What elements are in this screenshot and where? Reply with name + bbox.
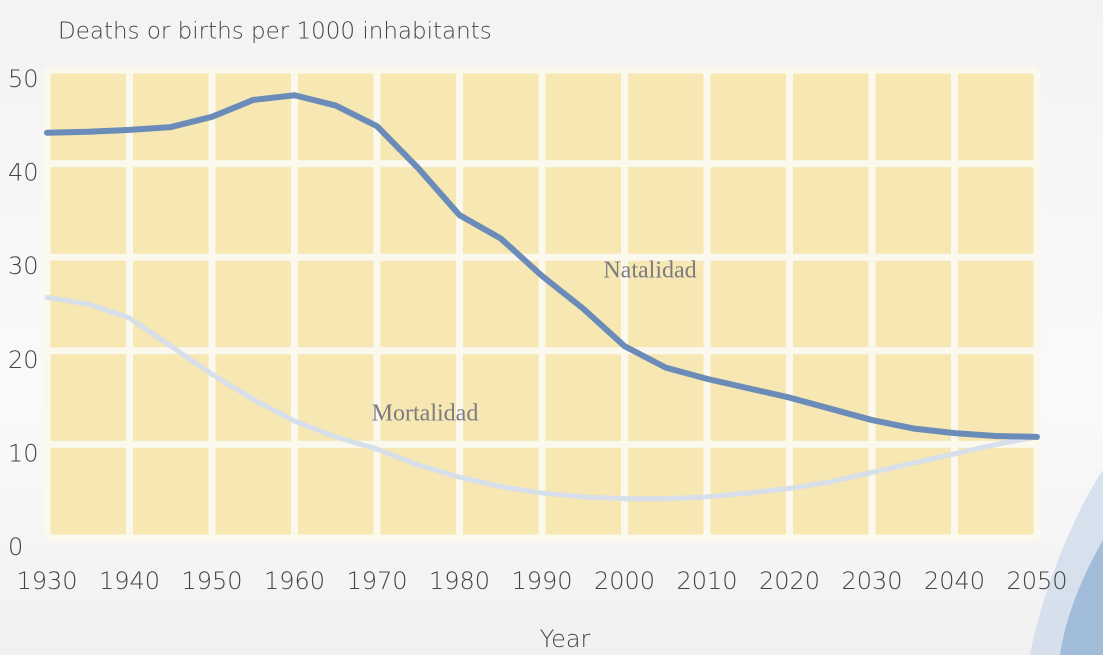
x-tick-label: 1950 — [181, 567, 242, 595]
x-tick-label: 1960 — [264, 567, 325, 595]
x-tick-label: 1940 — [99, 567, 160, 595]
x-tick-label: 1990 — [511, 567, 572, 595]
decor-swoosh — [1060, 540, 1103, 655]
x-tick-label: 2000 — [594, 567, 655, 595]
y-tick-label: 40 — [8, 159, 39, 187]
x-tick-label: 1970 — [346, 567, 407, 595]
y-tick-label: 10 — [8, 439, 39, 467]
x-tick-label: 2050 — [1006, 567, 1067, 595]
series-line — [44, 294, 1040, 502]
y-tick-label: 20 — [8, 346, 39, 374]
y-tick-label: 50 — [8, 65, 39, 93]
x-tick-label: 2030 — [841, 567, 902, 595]
x-tick-label: 2010 — [676, 567, 737, 595]
x-tick-label: 1980 — [429, 567, 490, 595]
y-tick-label: 30 — [8, 252, 39, 280]
series-label: Mortalidad — [372, 401, 479, 427]
x-tick-label: 2040 — [924, 567, 985, 595]
series-label: Natalidad — [603, 258, 696, 284]
x-tick-label: 2020 — [759, 567, 820, 595]
plot-area — [43, 66, 1041, 542]
series-line — [44, 92, 1040, 440]
x-tick-label: 1930 — [16, 567, 77, 595]
y-tick-label: 0 — [8, 533, 23, 561]
chart-title: Deaths or births per 1000 inhabitants — [58, 19, 492, 45]
x-axis-title: Year — [540, 625, 591, 653]
